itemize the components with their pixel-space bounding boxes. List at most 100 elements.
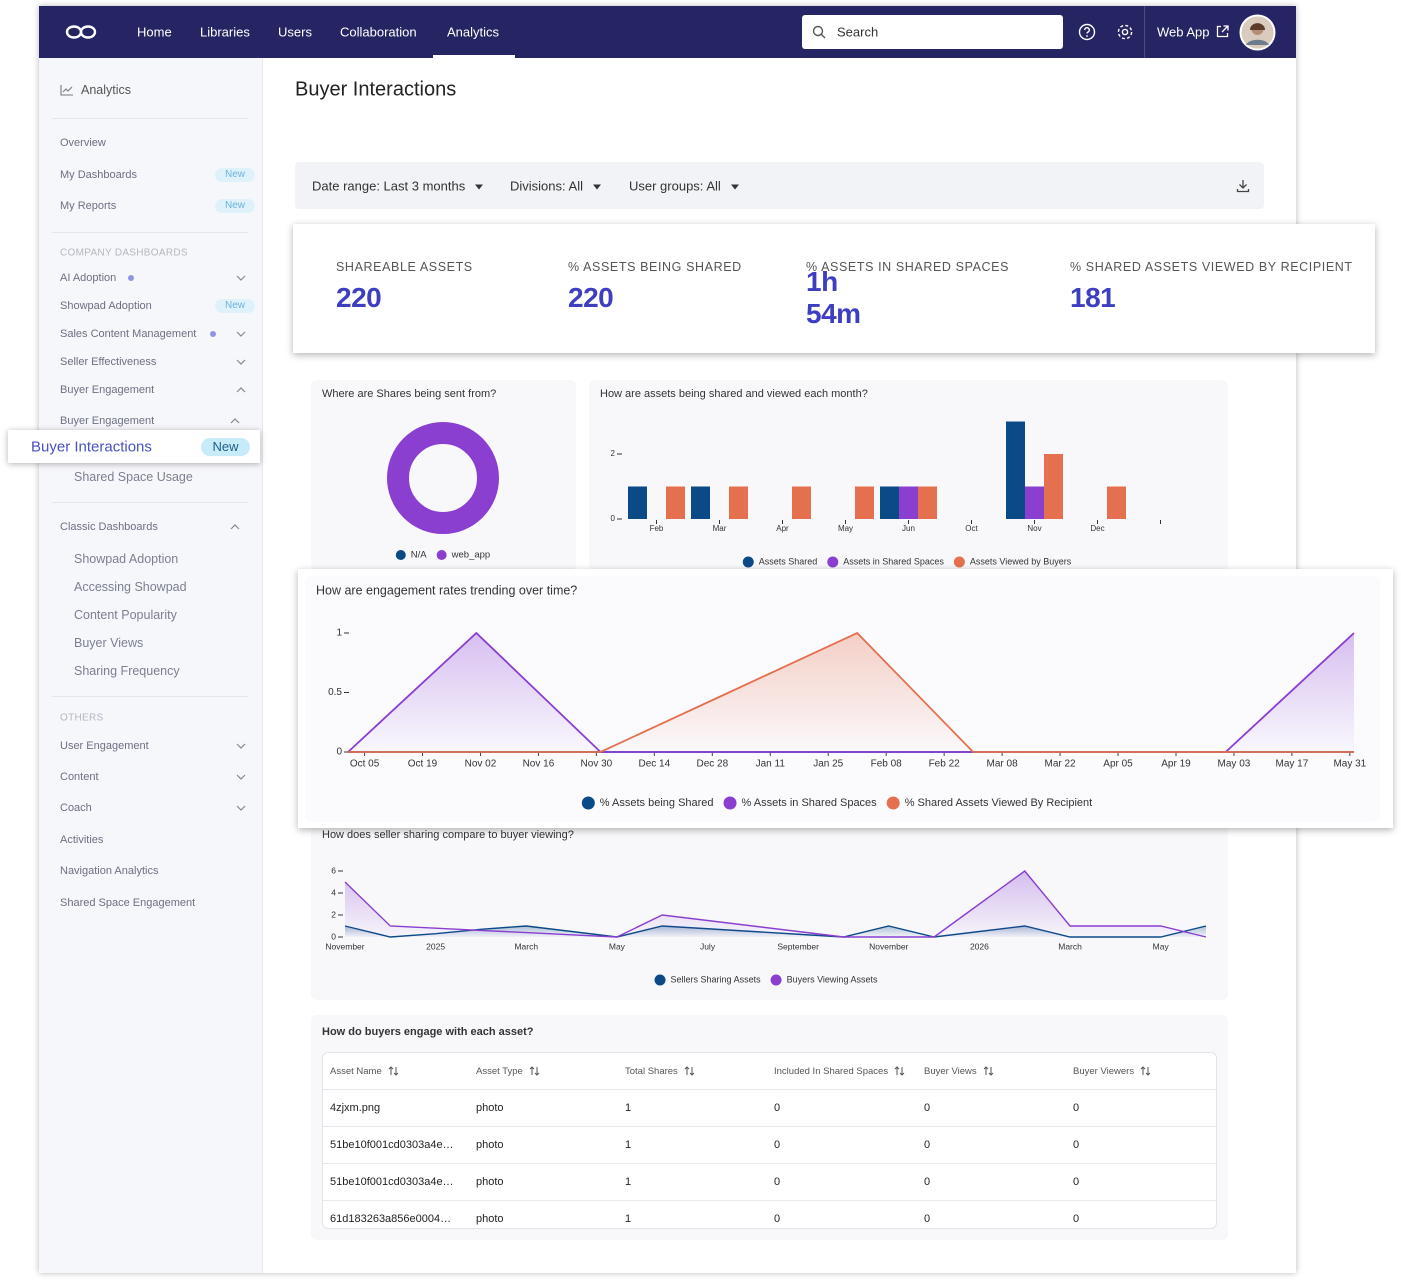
nav-item[interactable]: User Engagement	[60, 740, 149, 752]
nav-subitem[interactable]: Sharing Frequency	[74, 664, 180, 678]
y-tick-label: 4	[331, 887, 336, 897]
status-dot	[210, 331, 216, 337]
chevron-down[interactable]	[236, 359, 246, 365]
chevron-down[interactable]	[236, 774, 246, 780]
web-app-link[interactable]: Web App	[1157, 24, 1210, 40]
chevron-down[interactable]	[236, 805, 246, 811]
nav-subitem[interactable]: Accessing Showpad	[74, 580, 187, 594]
kpi-value: 181	[1070, 282, 1116, 313]
search-placeholder: Search	[837, 24, 879, 40]
settings-icon[interactable]	[1116, 23, 1134, 41]
nav-item[interactable]: Overview	[60, 137, 106, 149]
nav-link[interactable]: Libraries	[200, 24, 250, 40]
search-box[interactable]: Search	[802, 15, 1063, 49]
chevron-up[interactable]	[230, 418, 240, 424]
nav-item[interactable]: Sales Content Management	[60, 328, 197, 340]
nav-item[interactable]: Content	[60, 771, 99, 783]
sort-icon[interactable]	[388, 1066, 399, 1076]
nav-item[interactable]: Buyer Engagement	[60, 415, 155, 427]
nav-item[interactable]: My Dashboards	[60, 169, 138, 181]
nav-item[interactable]: Showpad Adoption	[60, 300, 152, 312]
bar	[666, 486, 685, 519]
active-nav-item[interactable]: Buyer Interactions New	[8, 430, 260, 463]
bar	[628, 486, 647, 519]
nav-item[interactable]: Buyer Engagement	[60, 384, 155, 396]
legend-swatch	[953, 556, 965, 568]
nav-item[interactable]: My Reports	[60, 200, 117, 212]
header-cell: Total Shares	[625, 1066, 774, 1077]
nav-item[interactable]: Shared Space Engagement	[60, 897, 196, 909]
legend-label: Sellers Sharing Assets	[671, 974, 762, 984]
column-label: Asset Name	[330, 1065, 382, 1077]
chevron-up[interactable]	[230, 524, 240, 530]
caret	[730, 184, 739, 190]
kpi-label: % ASSETS BEING SHARED	[568, 260, 742, 274]
nav-item[interactable]: Classic Dashboards	[60, 521, 158, 533]
filter[interactable]: Date range: Last 3 months	[312, 179, 484, 194]
bar	[729, 486, 748, 519]
x-tick-label: March	[1058, 941, 1082, 951]
sort-arrows	[529, 1066, 540, 1076]
filter[interactable]: Divisions: All	[510, 179, 601, 194]
table-row: 61d183263a856e0004… photo 1 0 0 0	[323, 1200, 1216, 1228]
x-tick-label: Dec	[1090, 524, 1104, 533]
table-cell: 0	[924, 1102, 931, 1114]
x-tick-label: Nov 30	[581, 759, 613, 770]
nav-item[interactable]: Activities	[60, 834, 104, 846]
sort-icon[interactable]	[983, 1066, 994, 1076]
nav-subitem[interactable]: Shared Space Usage	[74, 470, 193, 484]
nav-link[interactable]: Users	[278, 24, 312, 40]
x-tick-label: July	[700, 941, 716, 951]
sort-icon[interactable]	[894, 1066, 905, 1076]
bar	[1107, 486, 1126, 519]
y-tick-label: 2	[611, 449, 616, 458]
sort-arrows	[1140, 1066, 1151, 1076]
x-tick-label: Jun	[902, 524, 915, 533]
kpi-card	[293, 224, 1375, 353]
filter[interactable]: User groups: All	[629, 179, 739, 194]
download-icon[interactable]	[1236, 179, 1250, 193]
sort-icon[interactable]	[529, 1066, 540, 1076]
search-icon	[812, 25, 826, 39]
header-cell: Asset Name	[330, 1066, 476, 1077]
panel	[589, 380, 1228, 570]
caret	[475, 184, 484, 190]
x-tick-label: Nov 02	[465, 759, 497, 770]
legend-label: Assets Shared	[759, 556, 818, 566]
nav-subitem[interactable]: Buyer Views	[74, 636, 144, 650]
x-tick-label: May	[838, 524, 853, 533]
nav-item[interactable]: Navigation Analytics	[60, 865, 159, 877]
nav-item[interactable]: Coach	[60, 802, 92, 814]
sort-icon[interactable]	[1140, 1066, 1151, 1076]
analytics-icon	[60, 85, 73, 96]
status-dot	[128, 275, 134, 281]
nav-item[interactable]: AI Adoption	[60, 272, 117, 284]
avatar[interactable]	[1239, 14, 1276, 51]
chevron-up[interactable]	[236, 387, 246, 393]
chevron-down[interactable]	[236, 743, 246, 749]
nav-subitem[interactable]: Showpad Adoption	[74, 552, 179, 566]
x-tick-label: Feb	[650, 524, 664, 533]
help-icon[interactable]	[1078, 23, 1096, 41]
sidebar	[39, 58, 263, 1273]
table-cell: 0	[774, 1139, 781, 1151]
bar	[1025, 486, 1044, 519]
table-cell: 1	[625, 1176, 632, 1188]
x-tick-label: Mar	[713, 524, 727, 533]
kpi-label: % ASSETS IN SHARED SPACES	[806, 260, 1010, 274]
nav-link[interactable]: Collaboration	[340, 24, 417, 40]
table-cell: 0	[924, 1176, 931, 1188]
bar	[880, 486, 899, 519]
sort-icon[interactable]	[684, 1066, 695, 1076]
bar	[1044, 454, 1063, 519]
chevron-down[interactable]	[236, 275, 246, 281]
area-fill	[348, 633, 1354, 752]
logo[interactable]	[65, 22, 97, 42]
nav-link[interactable]: Home	[137, 24, 172, 40]
nav-link-active[interactable]: Analytics	[447, 24, 500, 40]
nav-item[interactable]: Seller Effectiveness	[60, 356, 157, 368]
nav-subitem[interactable]: Content Popularity	[74, 608, 177, 622]
x-tick-label: Feb 08	[871, 759, 903, 770]
chevron-down[interactable]	[236, 331, 246, 337]
